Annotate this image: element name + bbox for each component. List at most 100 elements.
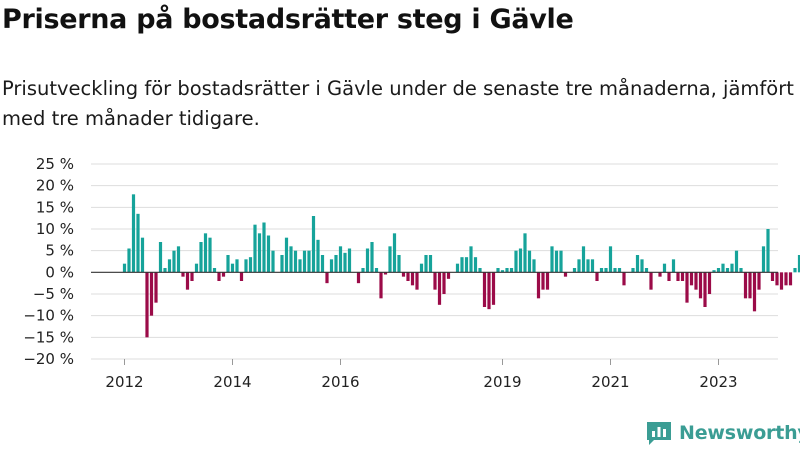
bar: [262, 222, 266, 273]
bar: [140, 237, 145, 273]
bar: [320, 255, 325, 273]
bar: [356, 272, 361, 284]
bar: [311, 216, 316, 273]
bar: [761, 246, 766, 273]
bar: [712, 270, 716, 273]
bar: [505, 268, 509, 273]
bar: [415, 272, 419, 290]
bar: [181, 272, 185, 277]
x-axis-tick-labels: 2012201420162019202120232025: [105, 359, 738, 391]
bar: [716, 268, 721, 273]
bar: [338, 246, 343, 273]
bar: [491, 272, 496, 305]
bar: [689, 272, 694, 286]
bar: [397, 255, 401, 273]
bar: [172, 250, 176, 273]
bar: [743, 272, 748, 299]
bar: [370, 242, 374, 273]
newsworthy-logo: Newsworthy: [645, 420, 800, 446]
y-tick-label: −5 %: [33, 285, 74, 303]
bar: [532, 259, 536, 273]
bar: [590, 259, 595, 273]
bar: [329, 259, 334, 273]
bar: [203, 233, 208, 273]
bar: [581, 246, 586, 273]
bar: [455, 263, 460, 273]
bar: [694, 272, 698, 290]
bar: [266, 235, 271, 273]
bar: [158, 242, 163, 273]
chart-title: Priserna på bostadsrätter steg i Gävle: [2, 4, 574, 35]
x-tick-label: 2014: [213, 373, 251, 391]
y-tick-label: 5 %: [45, 242, 74, 260]
bar: [500, 270, 505, 273]
bar: [167, 259, 172, 273]
bar: [149, 272, 154, 316]
bar: [347, 248, 352, 273]
bar: [608, 246, 613, 273]
bar: [316, 239, 320, 273]
bar: [419, 263, 424, 273]
bar: [613, 268, 617, 273]
bar: [541, 272, 545, 290]
x-tick-label: 2016: [321, 373, 359, 391]
bar: [460, 257, 464, 273]
bar: [433, 272, 437, 290]
bar: [464, 257, 469, 273]
bars: [122, 194, 800, 338]
bar: [662, 263, 667, 273]
bar: [469, 246, 473, 273]
bar: [334, 255, 338, 273]
bar: [257, 233, 262, 273]
bar: [145, 272, 149, 338]
bar: [343, 252, 347, 273]
bar: [793, 268, 797, 273]
bar: [559, 250, 563, 273]
bar: [221, 272, 226, 277]
bar: [563, 272, 568, 277]
bar: [599, 268, 604, 273]
bar: [293, 250, 298, 273]
bar: [478, 268, 482, 273]
y-axis-tick-labels: 25 % 20 % 15 % 10 % 5 % 0 % −5 % −10 % −15 % −20 …: [23, 155, 74, 368]
bar: [361, 268, 365, 273]
bar: [239, 272, 244, 281]
y-tick-label: −15 %: [23, 328, 74, 346]
bar: [406, 272, 410, 281]
bar: [428, 255, 433, 273]
bar: [248, 257, 253, 273]
bar: [446, 272, 451, 279]
bar: [122, 263, 127, 273]
bar: [401, 272, 406, 277]
bar: [545, 272, 550, 290]
bar: [374, 268, 379, 273]
bar: [298, 259, 302, 273]
bar: [302, 250, 307, 273]
bar: [235, 259, 239, 273]
bar: [725, 268, 730, 273]
bar: [640, 259, 644, 273]
bar: [572, 268, 577, 273]
bar: [284, 237, 289, 273]
bar: [523, 233, 527, 273]
y-tick-label: −20 %: [23, 350, 74, 368]
bar: [676, 272, 680, 281]
bar: [797, 255, 800, 273]
bar: [748, 272, 752, 299]
bar: [752, 272, 757, 312]
bar: [482, 272, 487, 307]
bar: [307, 250, 311, 273]
newsworthy-logo-icon: [647, 422, 671, 445]
bar: [379, 272, 383, 299]
bar: [658, 272, 662, 277]
bar: [442, 272, 446, 294]
bar: [784, 272, 788, 286]
bar: [176, 246, 181, 273]
x-tick-label: 2021: [591, 373, 629, 391]
bar: [199, 242, 203, 273]
y-tick-label: 15 %: [36, 198, 74, 216]
bar: [325, 272, 329, 284]
bar: [154, 272, 158, 303]
bar: [698, 272, 703, 299]
